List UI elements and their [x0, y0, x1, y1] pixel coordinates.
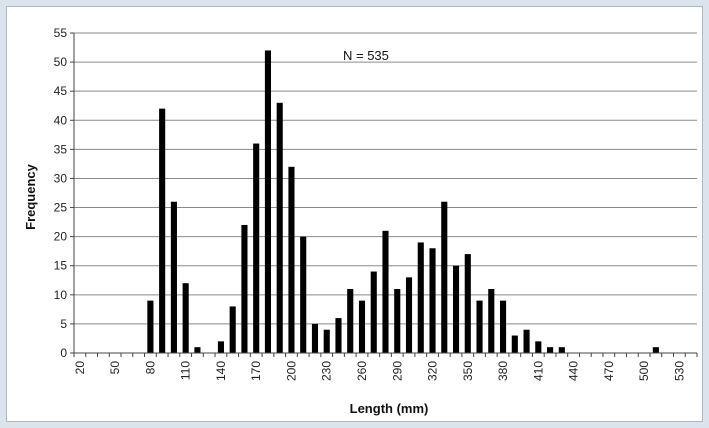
x-tick-label: 260	[355, 361, 369, 381]
y-tick-label: 10	[54, 288, 68, 302]
y-tick-label: 30	[54, 171, 68, 185]
bar	[311, 323, 319, 353]
axes	[70, 32, 698, 357]
x-tick-label: 290	[390, 361, 404, 381]
y-tick-label: 55	[54, 26, 68, 40]
y-tick-label: 25	[54, 201, 68, 215]
bar	[394, 289, 401, 353]
bar	[535, 341, 542, 353]
bar	[499, 300, 507, 353]
bar	[370, 271, 377, 353]
x-tick-label: 170	[249, 361, 263, 381]
y-tick-labels: 0 5 10 15 20 25 30 35 40 45 50 55	[54, 26, 68, 360]
x-tick-label: 470	[602, 361, 616, 381]
x-tick-label: 440	[567, 361, 581, 381]
bar	[382, 230, 389, 353]
bar	[335, 318, 342, 353]
bar	[300, 236, 307, 353]
bar	[558, 347, 565, 353]
bar	[652, 347, 659, 353]
bar	[429, 248, 436, 353]
bar	[417, 242, 424, 353]
y-axis-title: Frequency	[23, 163, 38, 230]
bar	[159, 108, 166, 354]
bar	[488, 289, 495, 353]
y-tick-label: 40	[54, 113, 68, 127]
bar	[547, 347, 554, 353]
x-axis-title: Length (mm)	[350, 401, 429, 416]
bar	[147, 300, 154, 353]
y-tick-label: 35	[54, 142, 68, 156]
x-tick-label: 80	[143, 361, 157, 375]
gridlines	[74, 32, 697, 325]
x-tick-label: 140	[214, 361, 228, 381]
bar	[323, 329, 330, 353]
x-tick-label: 230	[320, 361, 334, 381]
x-tick-labels: 20 50 80 110 140 170 200 230 260 290 320 350 380 410 4…	[73, 361, 686, 381]
bar	[452, 265, 460, 353]
bars	[147, 50, 659, 354]
x-tick-label: 380	[496, 361, 510, 381]
bar	[264, 50, 272, 354]
bar	[217, 341, 224, 353]
x-tick-label: 410	[531, 361, 545, 381]
x-tick-label: 530	[672, 361, 686, 381]
bar	[347, 289, 354, 353]
y-tick-label: 50	[54, 55, 68, 69]
x-tick-label: 500	[637, 361, 651, 381]
bar	[288, 166, 295, 353]
bar	[441, 201, 448, 353]
x-tick-label: 350	[461, 361, 475, 381]
x-tick-label: 50	[108, 361, 122, 375]
y-tick-label: 20	[54, 230, 68, 244]
x-tick-label: 320	[426, 361, 440, 381]
bar	[464, 254, 471, 353]
y-tick-label: 15	[54, 259, 68, 273]
sample-size-annotation: N = 535	[343, 48, 389, 63]
bar	[405, 277, 413, 353]
y-tick-label: 45	[54, 84, 68, 98]
bar	[476, 300, 483, 353]
bar	[229, 306, 236, 353]
bar	[170, 201, 177, 353]
y-tick-label: 5	[60, 317, 67, 331]
bar	[276, 102, 283, 354]
bar	[241, 225, 248, 353]
x-tick-label: 110	[179, 361, 193, 380]
y-tick-label: 0	[60, 346, 67, 360]
bar	[194, 347, 201, 353]
x-tick-label: 20	[73, 361, 87, 375]
bar	[511, 335, 518, 353]
bar	[523, 329, 530, 353]
bar	[253, 143, 260, 353]
bar	[182, 283, 189, 353]
x-tick-label: 200	[284, 361, 298, 381]
chart-frame: 0 5 10 15 20 25 30 35 40 45 50 55 20 50 80 110 140 170 20…	[6, 6, 703, 422]
bar	[358, 300, 366, 353]
